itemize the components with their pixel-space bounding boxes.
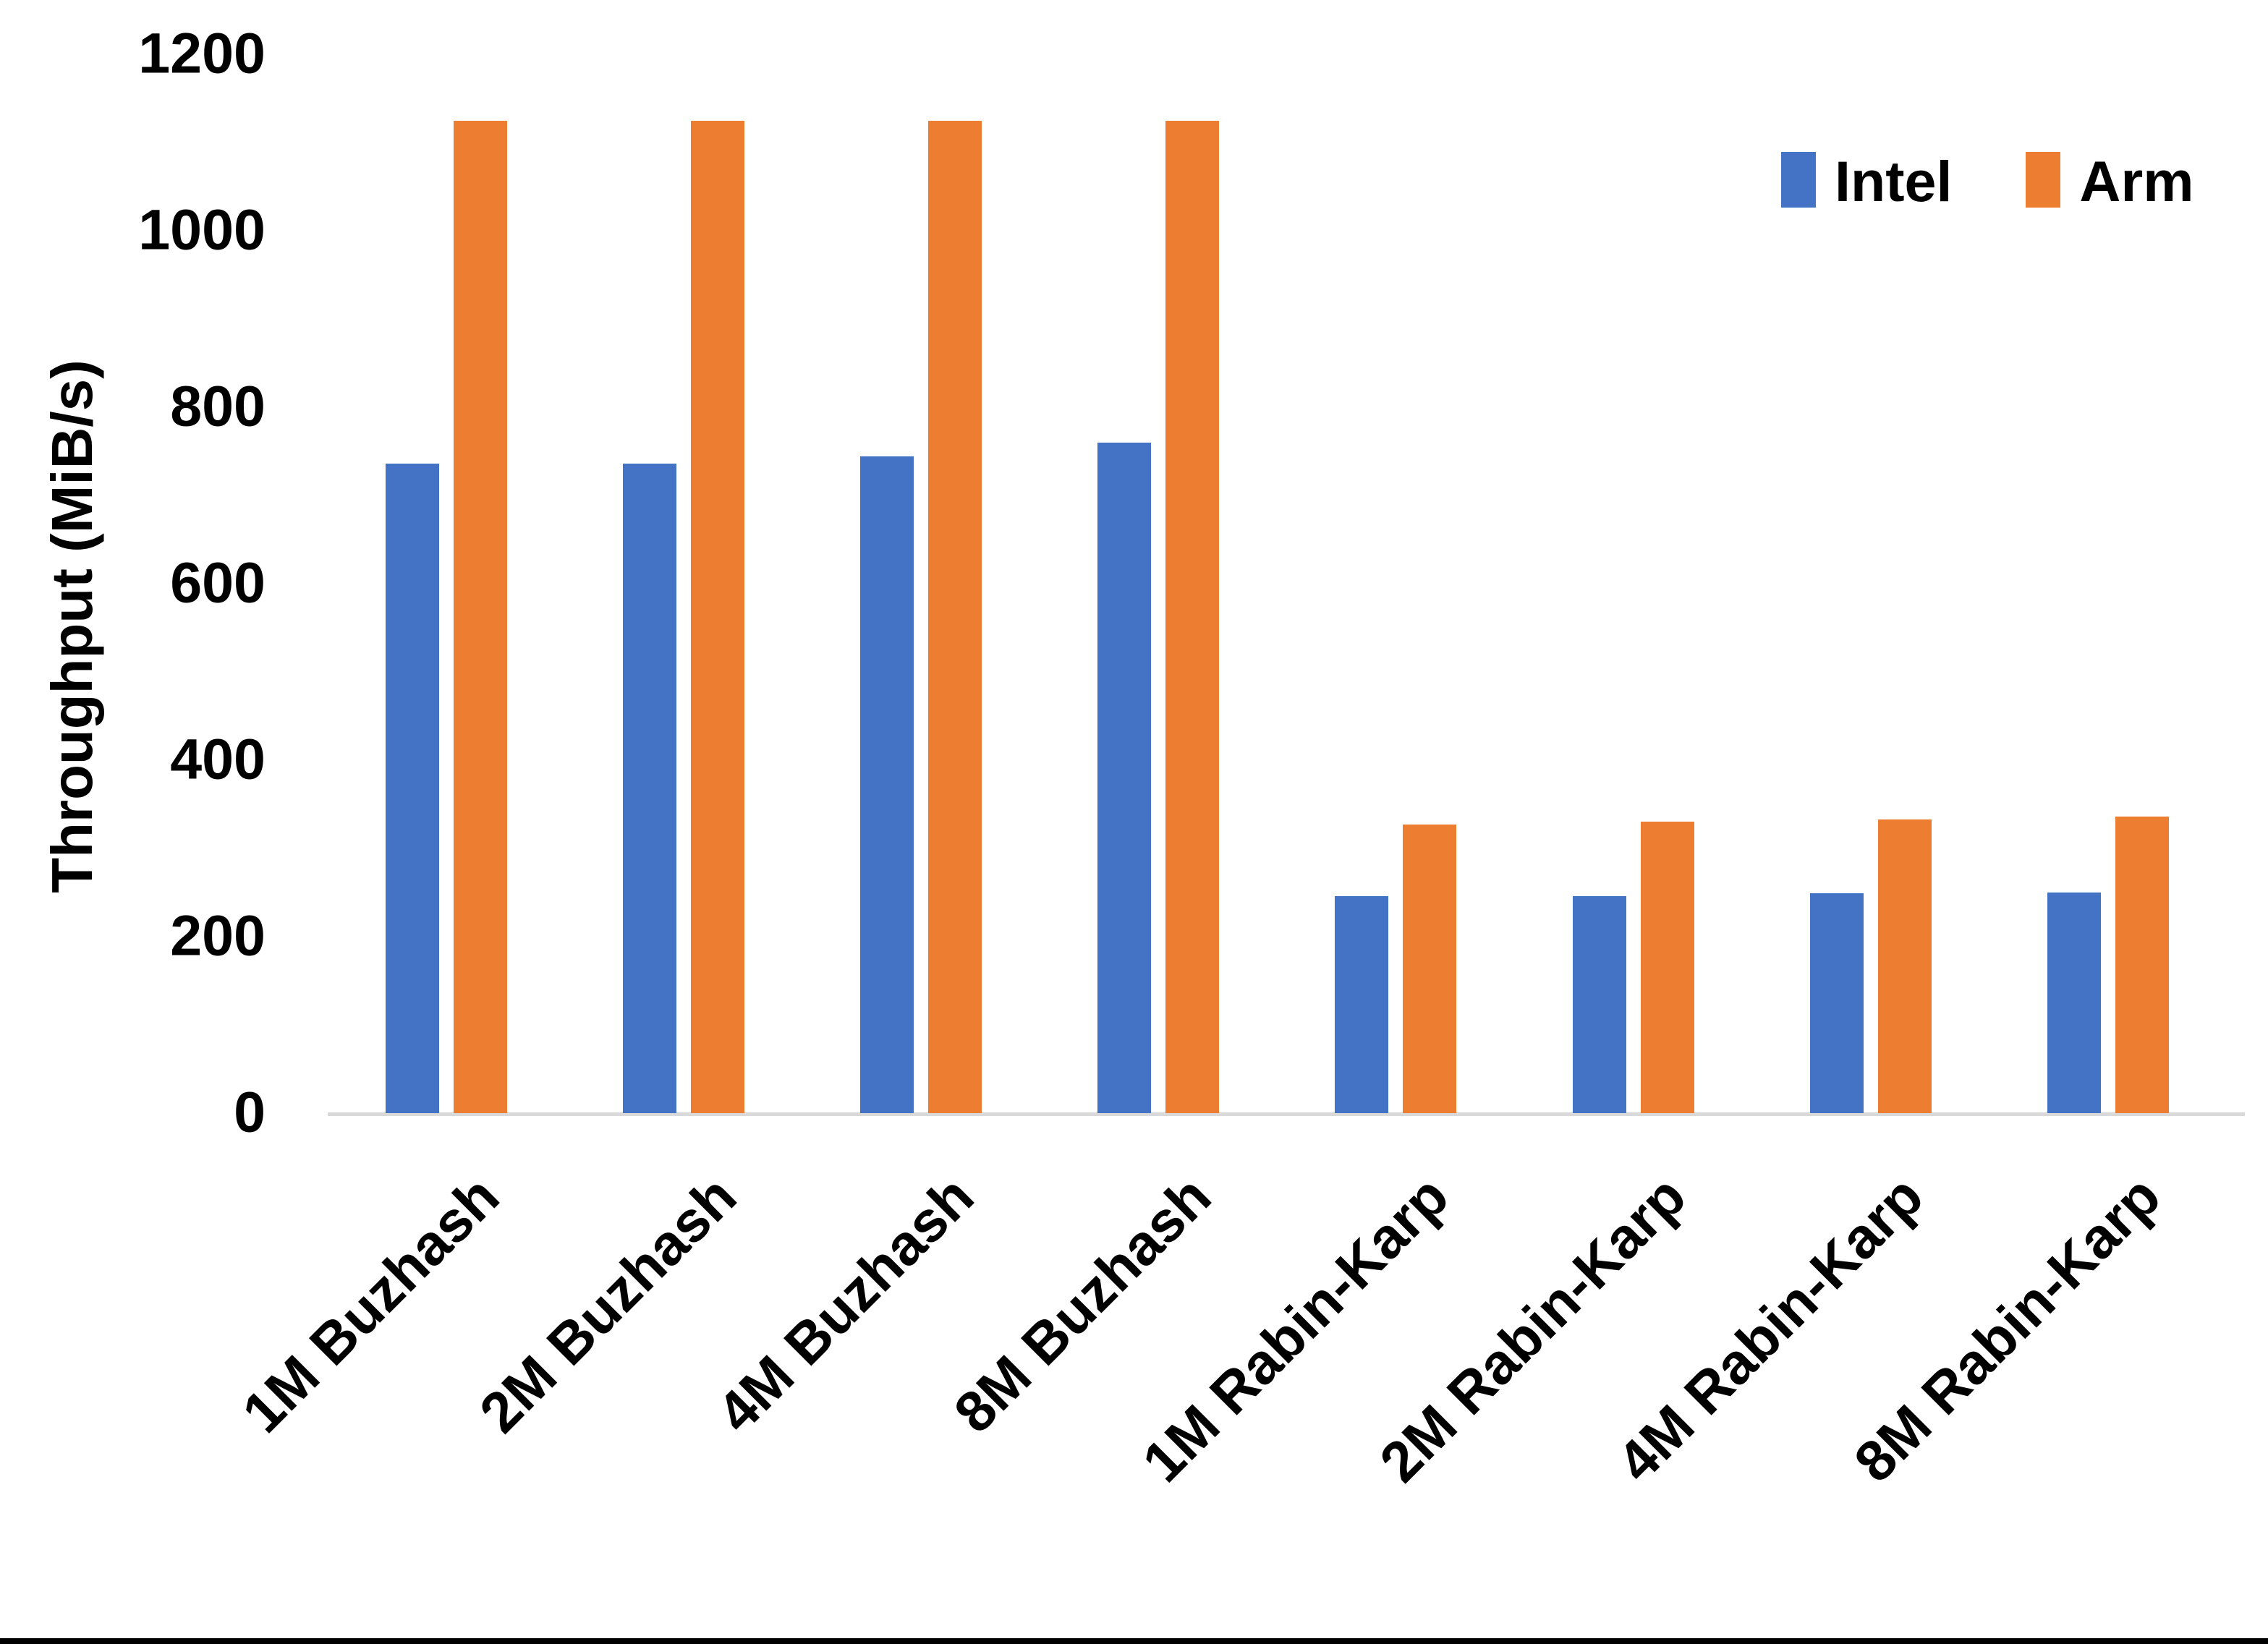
legend-marker-intel: [1781, 152, 1816, 208]
y-tick-label-400: 400: [170, 726, 266, 791]
bar-intel-8: [2047, 893, 2101, 1113]
bar-arm-6: [1640, 822, 1694, 1113]
bar-arm-3: [928, 120, 982, 1113]
y-tick-label-1000: 1000: [138, 197, 266, 262]
legend-marker-arm: [2026, 152, 2061, 208]
y-tick-label-0: 0: [234, 1079, 266, 1144]
y-tick-label-800: 800: [170, 373, 266, 438]
x-tick-label-1: 1M Buzhash: [229, 1163, 511, 1445]
bar-intel-1: [386, 464, 440, 1113]
bar-intel-3: [860, 456, 914, 1113]
x-tick-label-2: 2M Buzhash: [467, 1163, 749, 1445]
x-tick-label-3: 4M Buzhash: [704, 1163, 986, 1445]
bar-intel-6: [1572, 895, 1626, 1113]
bar-arm-8: [2115, 817, 2169, 1113]
legend: Intel Arm: [1781, 152, 2193, 211]
y-tick-label-600: 600: [170, 550, 266, 615]
bar-arm-5: [1403, 825, 1457, 1113]
bottom-border-line: [0, 1638, 2268, 1644]
y-tick-label-1200: 1200: [138, 20, 266, 85]
legend-item-intel: Intel: [1781, 152, 1952, 211]
bar-arm-4: [1165, 120, 1220, 1113]
legend-label-intel: Intel: [1835, 149, 1953, 213]
bar-intel-5: [1335, 895, 1389, 1113]
bar-intel-2: [623, 464, 677, 1113]
bar-intel-4: [1097, 442, 1152, 1113]
legend-label-arm: Arm: [2079, 149, 2194, 213]
bar-arm-2: [691, 120, 745, 1113]
y-tick-label-200: 200: [170, 903, 266, 968]
bar-arm-1: [454, 120, 508, 1113]
bar-intel-7: [1809, 893, 1864, 1113]
legend-item-arm: Arm: [2026, 152, 2193, 211]
x-axis-line: [328, 1112, 2245, 1116]
bar-arm-7: [1877, 819, 1932, 1113]
